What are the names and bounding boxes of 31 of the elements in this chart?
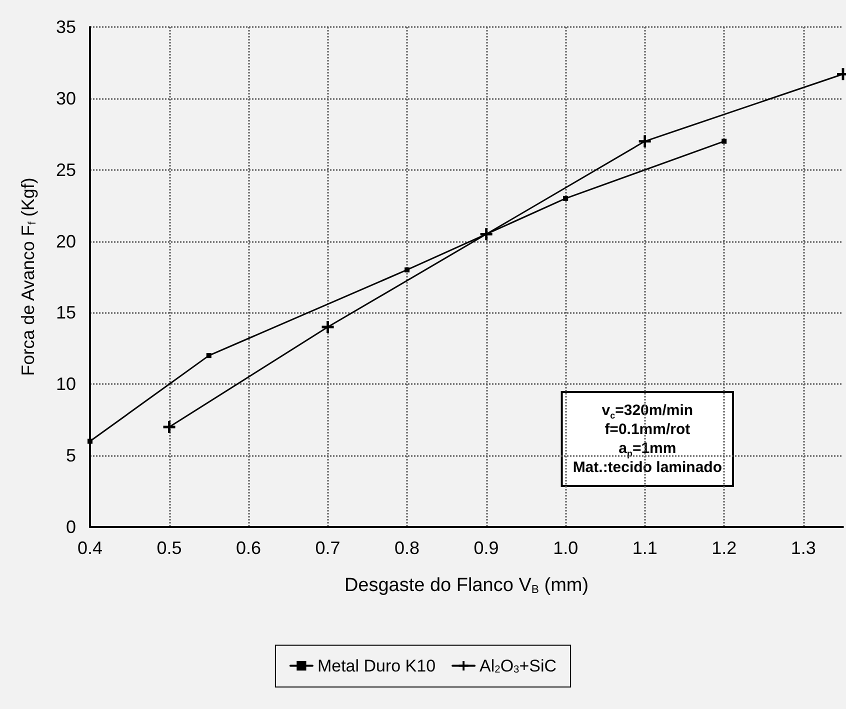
- legend-label: Al2O3+SiC: [480, 656, 557, 676]
- point: [322, 321, 334, 333]
- point: [404, 267, 410, 272]
- point: [722, 138, 727, 144]
- x-tick-label: 1.2: [712, 538, 737, 558]
- x-tick-label: 0.6: [236, 538, 262, 558]
- x-tick-label: 1.3: [790, 538, 816, 558]
- x-tick-label: 0.4: [77, 538, 103, 558]
- point: [88, 438, 92, 444]
- legend-label: Metal Duro K10: [317, 656, 436, 676]
- x-tick-label: 0.7: [315, 538, 340, 558]
- y-tick-label: 15: [56, 302, 76, 323]
- y-tick-label: 25: [56, 160, 76, 180]
- y-tick-label: 30: [56, 88, 76, 108]
- point: [480, 228, 492, 240]
- x-axis-title: Desgaste do Flanco VB (mm): [344, 574, 589, 596]
- y-tick-label: 10: [56, 374, 76, 394]
- x-tick-label: 1.1: [632, 538, 658, 558]
- x-tick-label: 1.0: [553, 538, 578, 558]
- point: [163, 421, 176, 433]
- point: [638, 135, 651, 148]
- x-tick-label: 0.9: [474, 538, 499, 558]
- y-tick-label: 5: [66, 446, 76, 466]
- x-tick-label: 0.8: [394, 538, 420, 558]
- y-axis-title: Forca de Avanco Ff (Kgf): [18, 178, 38, 376]
- y-tick-label: 35: [56, 17, 76, 37]
- point: [206, 353, 212, 358]
- y-tick-label: 0: [66, 517, 76, 537]
- y-tick-label: 20: [56, 231, 76, 252]
- point: [563, 196, 568, 201]
- x-tick-label: 0.5: [156, 538, 182, 558]
